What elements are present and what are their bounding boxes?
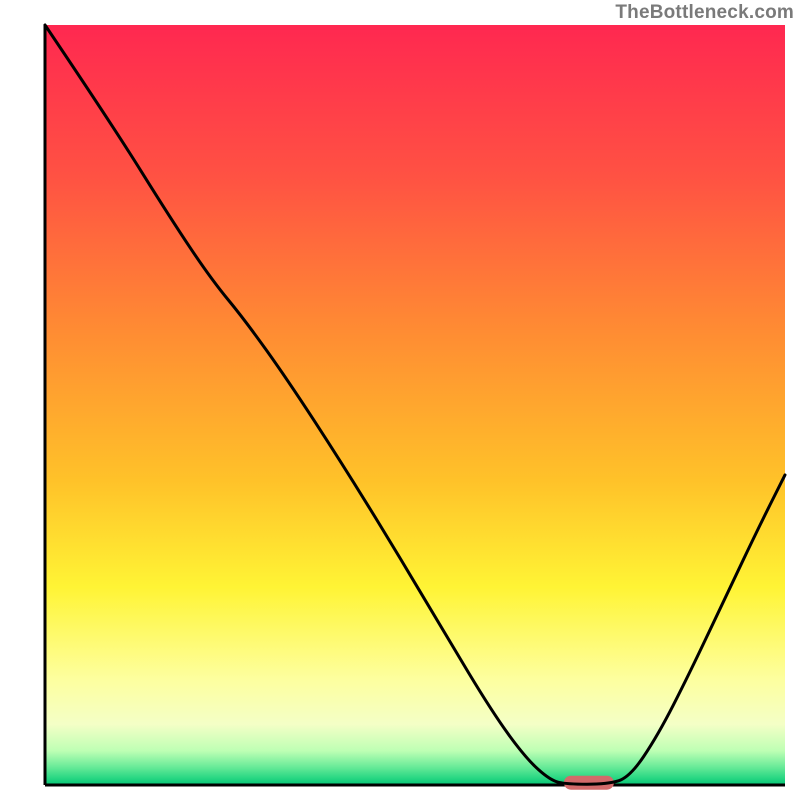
gradient-area [45,25,785,785]
watermark-text: TheBottleneck.com [615,2,794,24]
bottleneck-chart [0,0,800,800]
chart-container: TheBottleneck.com [0,0,800,800]
